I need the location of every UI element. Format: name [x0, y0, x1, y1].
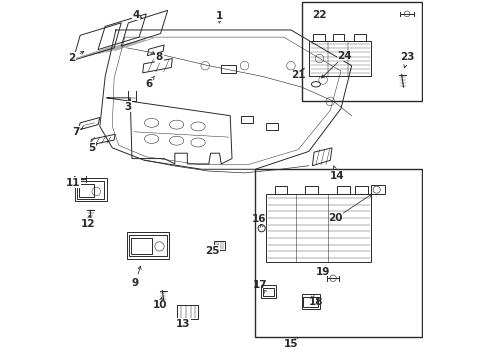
Bar [176, 305, 198, 319]
Bar [303, 297, 317, 307]
Text: 14: 14 [329, 171, 344, 181]
Bar [354, 186, 367, 194]
Bar [129, 235, 166, 256]
Text: 11: 11 [66, 177, 80, 188]
Bar [353, 34, 365, 41]
Bar [274, 186, 287, 194]
Bar [301, 294, 319, 309]
Text: 5: 5 [88, 143, 95, 153]
Text: 6: 6 [145, 78, 152, 89]
Text: 2: 2 [68, 53, 76, 63]
Bar [241, 116, 253, 123]
Text: 3: 3 [124, 102, 131, 112]
Bar [80, 184, 94, 197]
Bar [305, 186, 317, 194]
Text: 12: 12 [81, 219, 96, 229]
Bar [255, 169, 422, 337]
Bar [75, 178, 107, 202]
Text: 9: 9 [132, 278, 139, 288]
Bar [214, 241, 224, 249]
Bar [261, 285, 275, 298]
Bar [337, 186, 349, 194]
Text: 25: 25 [204, 246, 219, 256]
Text: 10: 10 [152, 300, 167, 310]
Text: 8: 8 [156, 53, 163, 63]
Bar [301, 2, 422, 102]
Text: 1: 1 [215, 11, 223, 21]
Bar [131, 238, 152, 254]
Bar [265, 194, 370, 262]
Text: 13: 13 [176, 319, 190, 329]
Text: 20: 20 [327, 213, 342, 223]
Bar [77, 181, 104, 199]
Text: 16: 16 [252, 213, 266, 224]
Bar [370, 185, 384, 194]
Text: 24: 24 [337, 51, 351, 61]
Text: 4: 4 [132, 10, 139, 20]
Text: 15: 15 [283, 339, 298, 349]
Text: 19: 19 [315, 267, 329, 277]
Text: 21: 21 [291, 70, 305, 80]
Bar [312, 34, 324, 41]
Bar [126, 232, 169, 258]
Bar [308, 41, 370, 76]
Text: 23: 23 [399, 53, 413, 63]
Text: 7: 7 [72, 127, 79, 137]
Bar [263, 288, 273, 296]
Text: 22: 22 [312, 10, 326, 19]
Text: 17: 17 [252, 280, 266, 290]
Bar [265, 123, 278, 130]
Bar [221, 65, 235, 73]
Text: 18: 18 [308, 297, 323, 307]
Bar [332, 34, 344, 41]
